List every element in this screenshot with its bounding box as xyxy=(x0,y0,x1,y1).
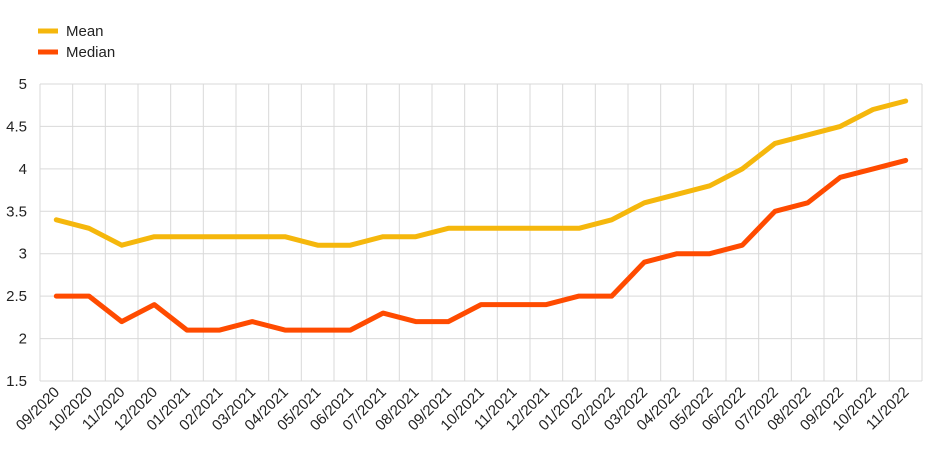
y-tick-label: 3.5 xyxy=(6,203,27,220)
legend: Mean Median xyxy=(38,23,115,61)
legend-item-mean: Mean xyxy=(38,23,104,40)
y-tick-label: 4 xyxy=(19,161,27,178)
legend-label-median: Median xyxy=(66,44,115,61)
gridlines xyxy=(39,83,923,382)
series-line-mean xyxy=(53,98,909,248)
legend-label-mean: Mean xyxy=(66,23,104,40)
series-line-median xyxy=(53,157,909,333)
y-tick-label: 2 xyxy=(19,331,27,348)
legend-item-median: Median xyxy=(38,44,115,61)
y-tick-label: 2.5 xyxy=(6,288,27,305)
y-tick-label: 4.5 xyxy=(6,118,27,135)
y-tick-label: 3 xyxy=(19,246,27,263)
x-axis-ticks: 09/202010/202011/202012/202001/202102/20… xyxy=(13,384,913,434)
y-tick-label: 5 xyxy=(19,76,27,93)
y-axis-ticks: 1.5 2 2.5 3 3.5 4 4.5 5 xyxy=(6,76,27,390)
series-lines xyxy=(53,98,909,333)
y-tick-label: 1.5 xyxy=(6,373,27,390)
